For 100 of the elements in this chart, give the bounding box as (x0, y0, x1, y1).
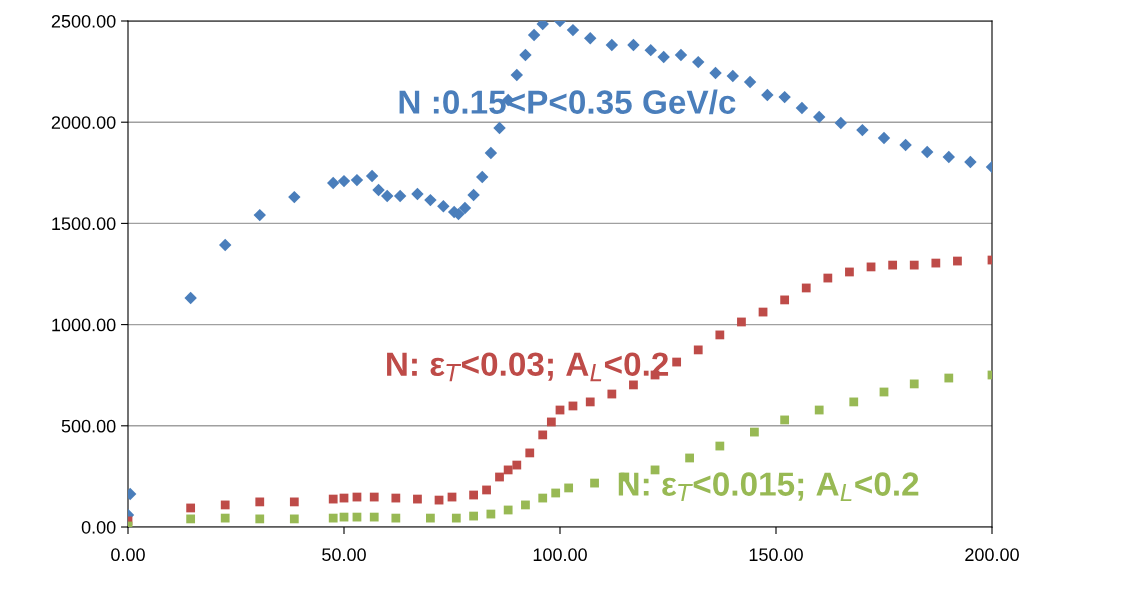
point (715, 330, 725, 340)
point (538, 430, 548, 440)
point (393, 189, 407, 203)
point (674, 48, 688, 62)
point (780, 295, 790, 305)
point (834, 116, 848, 130)
point (590, 478, 599, 488)
point (964, 155, 977, 169)
point (413, 494, 422, 504)
point (482, 485, 491, 495)
point (503, 465, 513, 475)
point (288, 190, 301, 204)
point (693, 345, 703, 355)
y-tick-label: 500.00 (61, 419, 116, 433)
point (527, 28, 541, 42)
point (493, 121, 506, 135)
point (856, 123, 869, 137)
point (495, 472, 504, 482)
point (467, 188, 480, 202)
point (484, 146, 498, 160)
point (607, 389, 617, 399)
point (218, 238, 232, 252)
point (289, 497, 299, 507)
point (743, 75, 757, 89)
x-tick-label: 200.00 (965, 548, 1019, 562)
point (692, 55, 705, 69)
point (644, 43, 657, 57)
point (253, 208, 266, 222)
point (942, 150, 956, 164)
point (605, 38, 619, 52)
point (564, 483, 574, 493)
y-tick-label: 1000.00 (52, 318, 116, 332)
point (780, 415, 790, 425)
point (715, 441, 725, 451)
point (255, 514, 265, 524)
point (186, 514, 196, 524)
point (486, 509, 496, 519)
point (326, 176, 340, 190)
point (391, 493, 401, 503)
point (369, 492, 379, 502)
x-tick-label: 50.00 (322, 548, 366, 562)
point (814, 405, 824, 415)
point (953, 256, 962, 266)
point (519, 48, 532, 62)
point (877, 131, 891, 145)
point (380, 189, 394, 203)
y-tick-label: 1500.00 (52, 217, 116, 231)
point (328, 513, 338, 523)
point (538, 493, 548, 503)
point (546, 417, 556, 427)
point (761, 88, 774, 102)
point (521, 500, 530, 510)
point (426, 513, 435, 523)
point (899, 138, 912, 152)
point (672, 357, 682, 367)
x-tick-label: 0.00 (111, 548, 145, 562)
y-tick-label: 2500.00 (51, 14, 116, 28)
point (365, 169, 379, 183)
point (709, 66, 722, 80)
point (437, 199, 450, 213)
x-tick-label: 100.00 (533, 548, 587, 562)
point (391, 513, 401, 523)
point (551, 488, 561, 498)
y-tick-label: 0.00 (81, 520, 116, 534)
point (750, 427, 759, 437)
point (737, 317, 746, 327)
point (920, 145, 934, 159)
point (585, 397, 595, 407)
point (909, 379, 919, 389)
point (566, 23, 580, 37)
point (657, 50, 670, 64)
point (685, 453, 694, 463)
point (337, 174, 351, 188)
point (795, 101, 809, 115)
point (476, 170, 489, 184)
point (823, 273, 833, 283)
point (627, 38, 640, 52)
point (289, 514, 299, 524)
point (801, 283, 811, 293)
series-label: N :0.15<P<0.35 GeV/c (399, 89, 736, 115)
point (372, 183, 385, 197)
point (584, 31, 597, 45)
point (458, 201, 472, 215)
point (469, 511, 478, 521)
point (411, 187, 424, 201)
y-tick-label: 2000.00 (51, 116, 116, 129)
point (220, 513, 230, 523)
point (849, 397, 859, 407)
point (503, 505, 513, 515)
point (944, 373, 954, 383)
point (369, 512, 379, 522)
point (629, 380, 638, 390)
point (510, 68, 524, 82)
point (328, 494, 338, 504)
point (888, 260, 898, 270)
point (184, 291, 197, 305)
point (424, 193, 437, 207)
point (909, 260, 919, 270)
point (931, 258, 941, 268)
x-tick-label: 150.00 (749, 548, 803, 562)
